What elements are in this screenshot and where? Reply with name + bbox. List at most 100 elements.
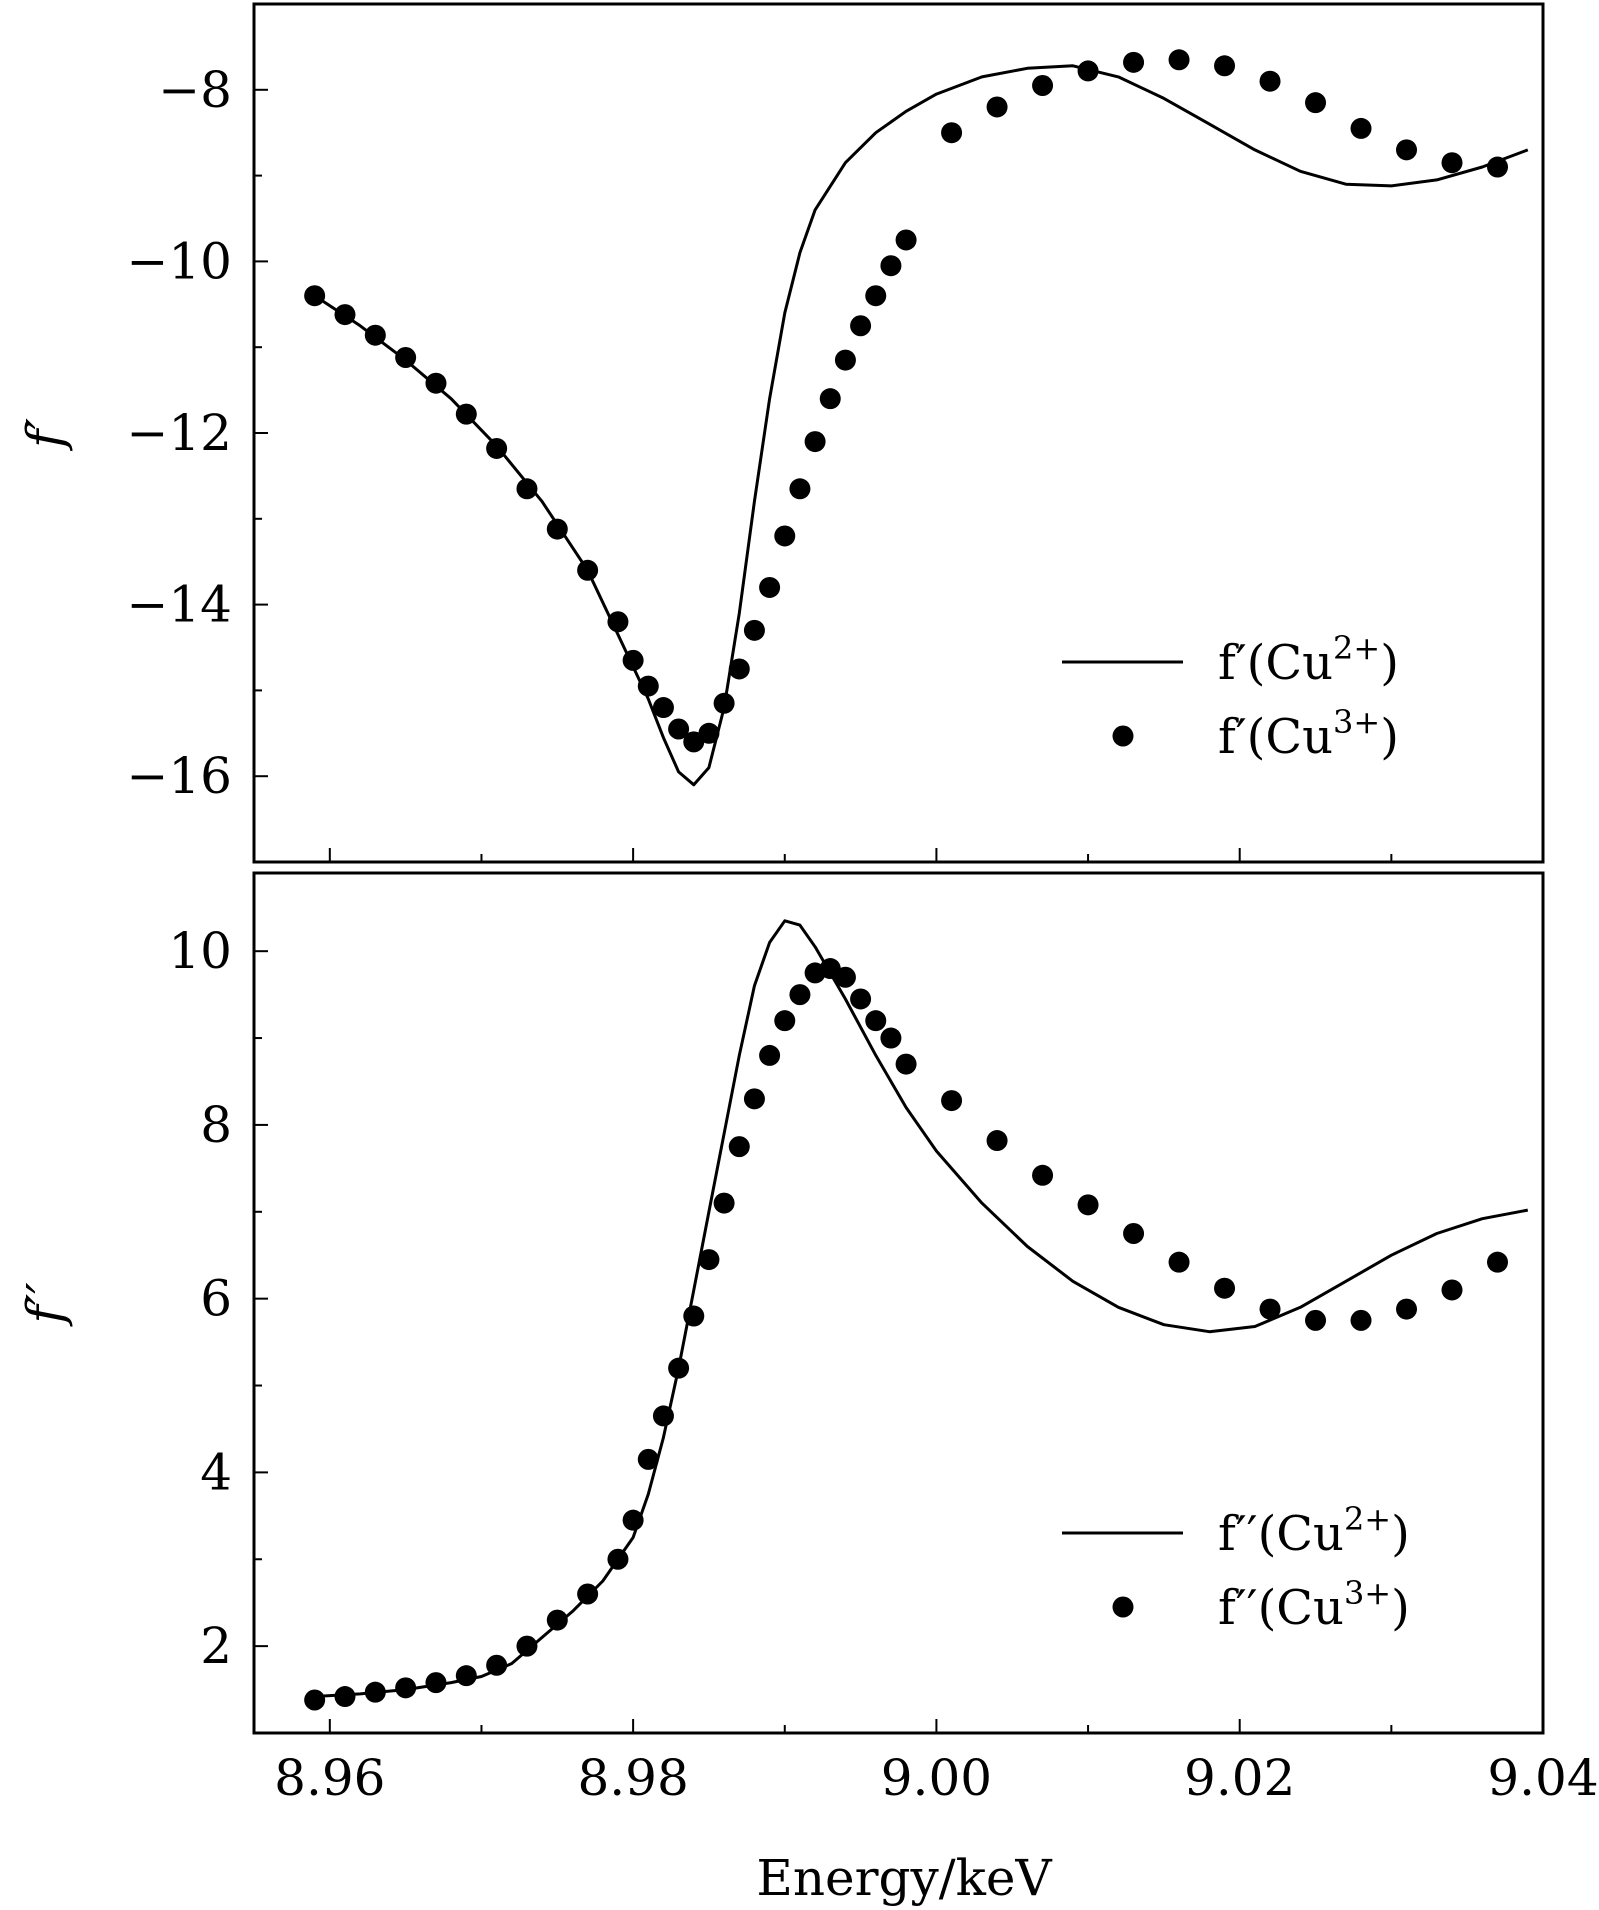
data-point [1487,1251,1509,1273]
x-tick-label: 8.98 [577,1749,688,1807]
data-point [850,988,872,1010]
data-point [789,478,811,500]
data-point [713,1192,735,1214]
x-axis-label: Energy/keV [756,1849,1052,1907]
y-tick-label: 4 [200,1443,232,1501]
data-point [880,1027,902,1049]
legend-label: f′(Cu2+) [1218,629,1399,691]
data-point [516,1635,538,1657]
data-point [546,1609,568,1631]
data-point [1123,1223,1145,1245]
data-point [622,1509,644,1531]
data-point [819,388,841,410]
plot-frame [252,871,1545,1735]
data-point [804,431,826,453]
data-point [425,372,447,394]
top-panel-fprime: −16 −14 −12 −10 −8 f′ f′(Cu2+) f′(Cu3+) [16,2,1545,864]
x-tick-label: 9.00 [881,1749,992,1807]
data-point [895,229,917,251]
data-point [455,403,477,425]
data-point [834,966,856,988]
data-point [774,525,796,547]
legend-marker-swatch [1112,1596,1134,1618]
data-point [1396,139,1418,161]
data-point [698,722,720,744]
data-point [941,1090,963,1112]
data-point [698,1249,720,1271]
data-point [1259,1298,1281,1320]
legend-marker-swatch [1112,725,1134,747]
data-point [759,576,781,598]
data-point [759,1044,781,1066]
x-tick-label: 9.02 [1184,1749,1295,1807]
data-point [668,718,690,740]
x-tick-label: 8.96 [274,1749,385,1807]
data-point [304,1689,326,1711]
legend-label: f′′(Cu2+) [1218,1500,1410,1562]
data-point [364,324,386,346]
data-point [1441,152,1463,174]
data-point [865,285,887,307]
data-point [865,1010,887,1032]
data-point [304,285,326,307]
data-point [577,1583,599,1605]
data-point [395,1677,417,1699]
data-point [1123,51,1145,73]
data-point [425,1672,447,1694]
data-point [728,1136,750,1158]
data-point [1259,70,1281,92]
y-axis-label: f′′ [16,1282,74,1328]
data-point [789,984,811,1006]
data-point [486,1654,508,1676]
legend-label: f′′(Cu3+) [1218,1574,1410,1636]
data-point [1168,49,1190,71]
data-point [1487,156,1509,178]
data-point [546,518,568,540]
data-point [1305,92,1327,114]
data-point [334,304,356,326]
y-tick-label: −14 [126,576,232,634]
data-point [1077,60,1099,82]
data-point [364,1681,386,1703]
y-tick-label: 10 [168,922,232,980]
data-point [1214,55,1236,77]
y-tick-label: −16 [126,747,232,805]
data-point [1168,1251,1190,1273]
data-point [774,1010,796,1032]
data-point [941,122,963,144]
data-point [652,1405,674,1427]
bottom-panel-fdoubleprime: 2 4 6 8 10 8.96 8.98 9.00 9.02 9.04 f′′ f′′(Cu2+) f′… [16,871,1599,1807]
data-point [455,1665,477,1687]
data-point [1077,1194,1099,1216]
data-point [668,1357,690,1379]
data-point [986,1130,1008,1152]
y-tick-label: 6 [200,1270,232,1328]
data-point [1350,1309,1372,1331]
data-point [1032,1164,1054,1186]
data-point [986,96,1008,118]
x-tick-label: 9.04 [1487,1749,1598,1807]
data-point [516,478,538,500]
data-point [1214,1277,1236,1299]
data-point [1305,1309,1327,1331]
data-point [395,346,417,368]
data-point [637,675,659,697]
data-point [486,437,508,459]
data-point [1032,75,1054,97]
data-point [1441,1279,1463,1301]
data-point [622,649,644,671]
data-point [334,1686,356,1708]
y-tick-label: 8 [200,1096,232,1154]
legend-label: f′(Cu3+) [1218,703,1399,765]
data-point [743,1088,765,1110]
y-axis-label: f′ [16,417,74,452]
data-point [607,611,629,633]
data-point [652,697,674,719]
data-point [743,619,765,641]
data-point [577,559,599,581]
y-tick-label: −10 [126,232,232,290]
y-tick-label: 2 [200,1617,232,1675]
data-point [683,1305,705,1327]
data-point [850,315,872,337]
